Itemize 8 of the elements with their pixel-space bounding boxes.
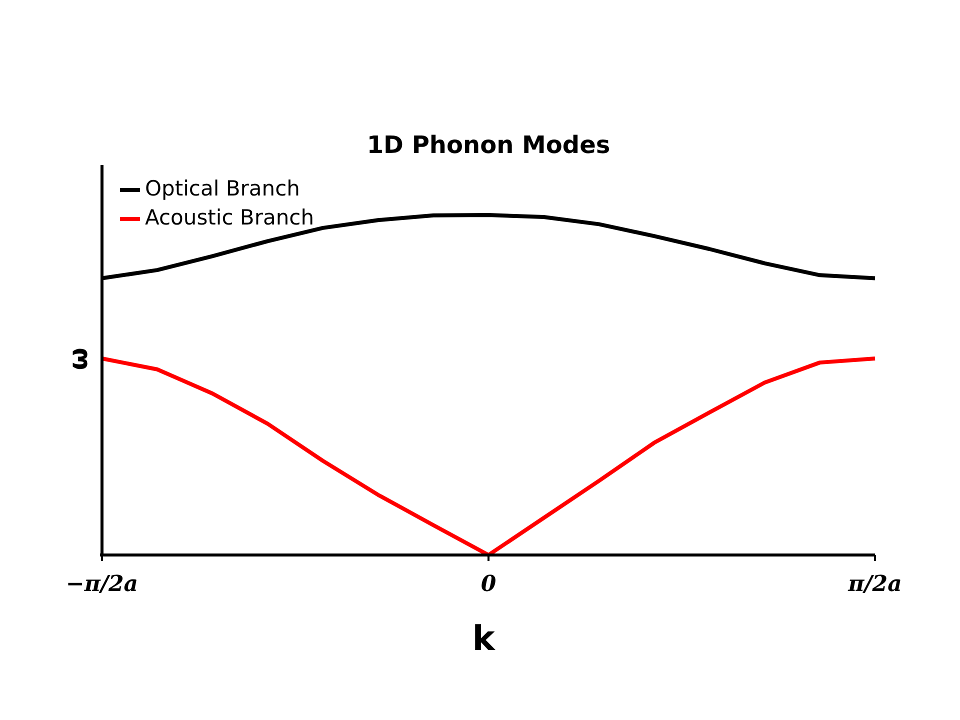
x-axis-title: k bbox=[472, 619, 496, 659]
chart-title: 1D Phonon Modes bbox=[366, 131, 610, 159]
y-axis-title: ω bbox=[64, 348, 94, 370]
x-tick-label: 0 bbox=[480, 571, 497, 597]
legend-label: Optical Branch bbox=[145, 176, 300, 201]
x-tick-label: −π/2a bbox=[66, 571, 138, 597]
legend-label: Acoustic Branch bbox=[145, 206, 314, 230]
x-tick-label: π/2a bbox=[847, 571, 902, 597]
